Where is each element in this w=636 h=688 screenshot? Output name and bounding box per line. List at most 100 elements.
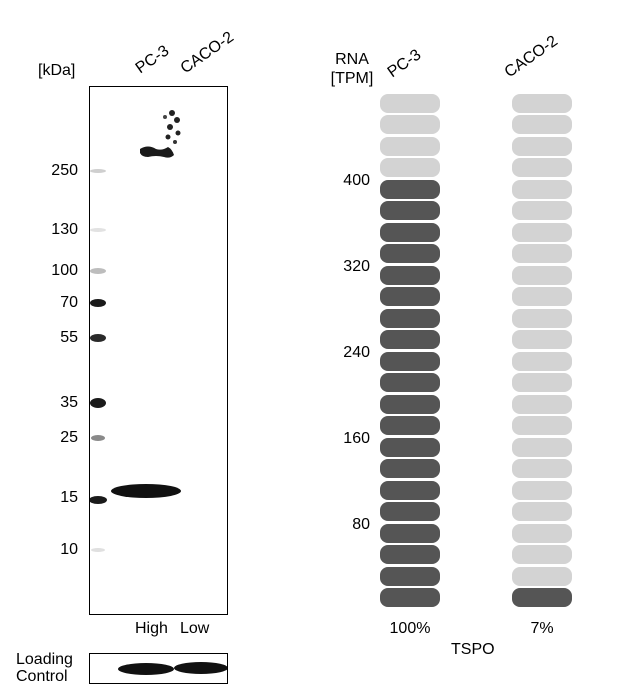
rna-segment [380, 179, 440, 199]
mw-label-70: 70 [60, 294, 78, 311]
rna-segment [380, 480, 440, 500]
loading-control-bands [118, 662, 227, 675]
rna-segment [380, 545, 440, 564]
ladder-band-130 [90, 228, 106, 232]
loading-band-pc3 [118, 663, 174, 675]
high-mw-smear [140, 146, 174, 158]
blot-bands [90, 110, 181, 552]
rna-segment [380, 394, 440, 414]
rna-tick-400: 400 [343, 172, 370, 189]
rna-segment [512, 179, 572, 199]
rna-tick-80: 80 [352, 516, 370, 533]
loading-control-label: Loading Control [16, 651, 73, 685]
high-mw-dot [169, 110, 175, 116]
rna-segment [512, 502, 572, 521]
mw-label-25: 25 [60, 429, 78, 446]
rna-segment [380, 222, 440, 242]
tspo-band-pc3 [111, 484, 181, 498]
rna-percent-pc3: 100% [389, 620, 431, 637]
rna-segment [512, 588, 572, 607]
loading-control-line1: Loading [16, 651, 73, 668]
rna-header-line1: RNA [335, 51, 369, 68]
ladder-band-15 [90, 496, 107, 504]
rna-segment [380, 566, 440, 586]
high-mw-dot [163, 115, 167, 119]
rna-segment [380, 351, 440, 371]
high-mw-dot [167, 124, 173, 130]
ladder-band-55 [90, 334, 106, 342]
rna-segment [512, 287, 572, 306]
lane-label-pc3: PC-3 [132, 42, 173, 78]
rna-segment [380, 330, 440, 349]
loading-control-line2: Control [16, 668, 68, 685]
mw-label-35: 35 [60, 394, 78, 411]
rna-segment [512, 437, 572, 457]
rna-segment [380, 93, 440, 113]
kda-label: [kDa] [38, 62, 76, 79]
loading-control-membrane [89, 653, 228, 684]
ladder-band-10 [91, 548, 105, 552]
high-mw-dot [174, 117, 180, 123]
rna-segment [512, 459, 572, 478]
rna-segment [380, 588, 440, 607]
rna-segment [512, 480, 572, 500]
rna-segment [380, 308, 440, 328]
rna-segment [512, 201, 572, 220]
ladder-band-35 [90, 398, 106, 408]
rna-segment [512, 265, 572, 285]
mw-label-130: 130 [51, 221, 78, 238]
rna-segment [380, 287, 440, 306]
ladder-band-70 [90, 299, 106, 307]
ladder-band-25 [91, 435, 105, 441]
lane-level-high: High [135, 620, 168, 637]
mw-label-55: 55 [60, 329, 78, 346]
high-mw-dot [165, 134, 171, 140]
rna-segment [512, 394, 572, 414]
mw-label-100: 100 [51, 262, 78, 279]
rna-percent-caco2: 7% [530, 620, 554, 637]
rna-segment [512, 330, 572, 349]
rna-segment [512, 373, 572, 392]
rna-segment [512, 115, 572, 134]
rna-segment [380, 416, 440, 435]
rna-segment [380, 201, 440, 220]
rna-segment [512, 222, 572, 242]
rna-segment [512, 545, 572, 564]
loading-band-caco2 [174, 662, 227, 674]
rna-segment [380, 265, 440, 285]
rna-segment [380, 373, 440, 392]
rna-segment [380, 502, 440, 521]
rna-segment [380, 158, 440, 177]
rna-segment [380, 244, 440, 263]
rna-header: RNA [TPM] [325, 50, 379, 88]
rna-tick-160: 160 [343, 430, 370, 447]
ladder-band-100 [90, 268, 106, 274]
rna-header-line2: [TPM] [330, 70, 374, 87]
rna-segment [512, 93, 572, 113]
high-mw-dot [173, 140, 177, 144]
rna-column-label-pc3: PC-3 [384, 46, 425, 82]
high-mw-dot [175, 130, 181, 136]
rna-segment [512, 244, 572, 263]
mw-label-10: 10 [60, 541, 78, 558]
rna-tick-320: 320 [343, 258, 370, 275]
rna-segment [512, 308, 572, 328]
rna-segment [512, 523, 572, 543]
rna-tick-240: 240 [343, 344, 370, 361]
lane-label-caco2: CACO-2 [177, 28, 237, 78]
rna-segment [380, 459, 440, 478]
ladder-band-250 [90, 169, 106, 173]
rna-segment [512, 416, 572, 435]
lane-level-low: Low [180, 620, 210, 637]
rna-segment [512, 566, 572, 586]
rna-segment [512, 351, 572, 371]
rna-segment [380, 115, 440, 134]
blot-membrane [89, 86, 228, 615]
rna-segment [512, 136, 572, 156]
rna-segment [512, 158, 572, 177]
mw-label-15: 15 [60, 489, 78, 506]
rna-column-label-caco2: CACO-2 [501, 32, 561, 82]
gene-name: TSPO [451, 641, 495, 658]
mw-label-250: 250 [51, 162, 78, 179]
rna-segment [380, 523, 440, 543]
